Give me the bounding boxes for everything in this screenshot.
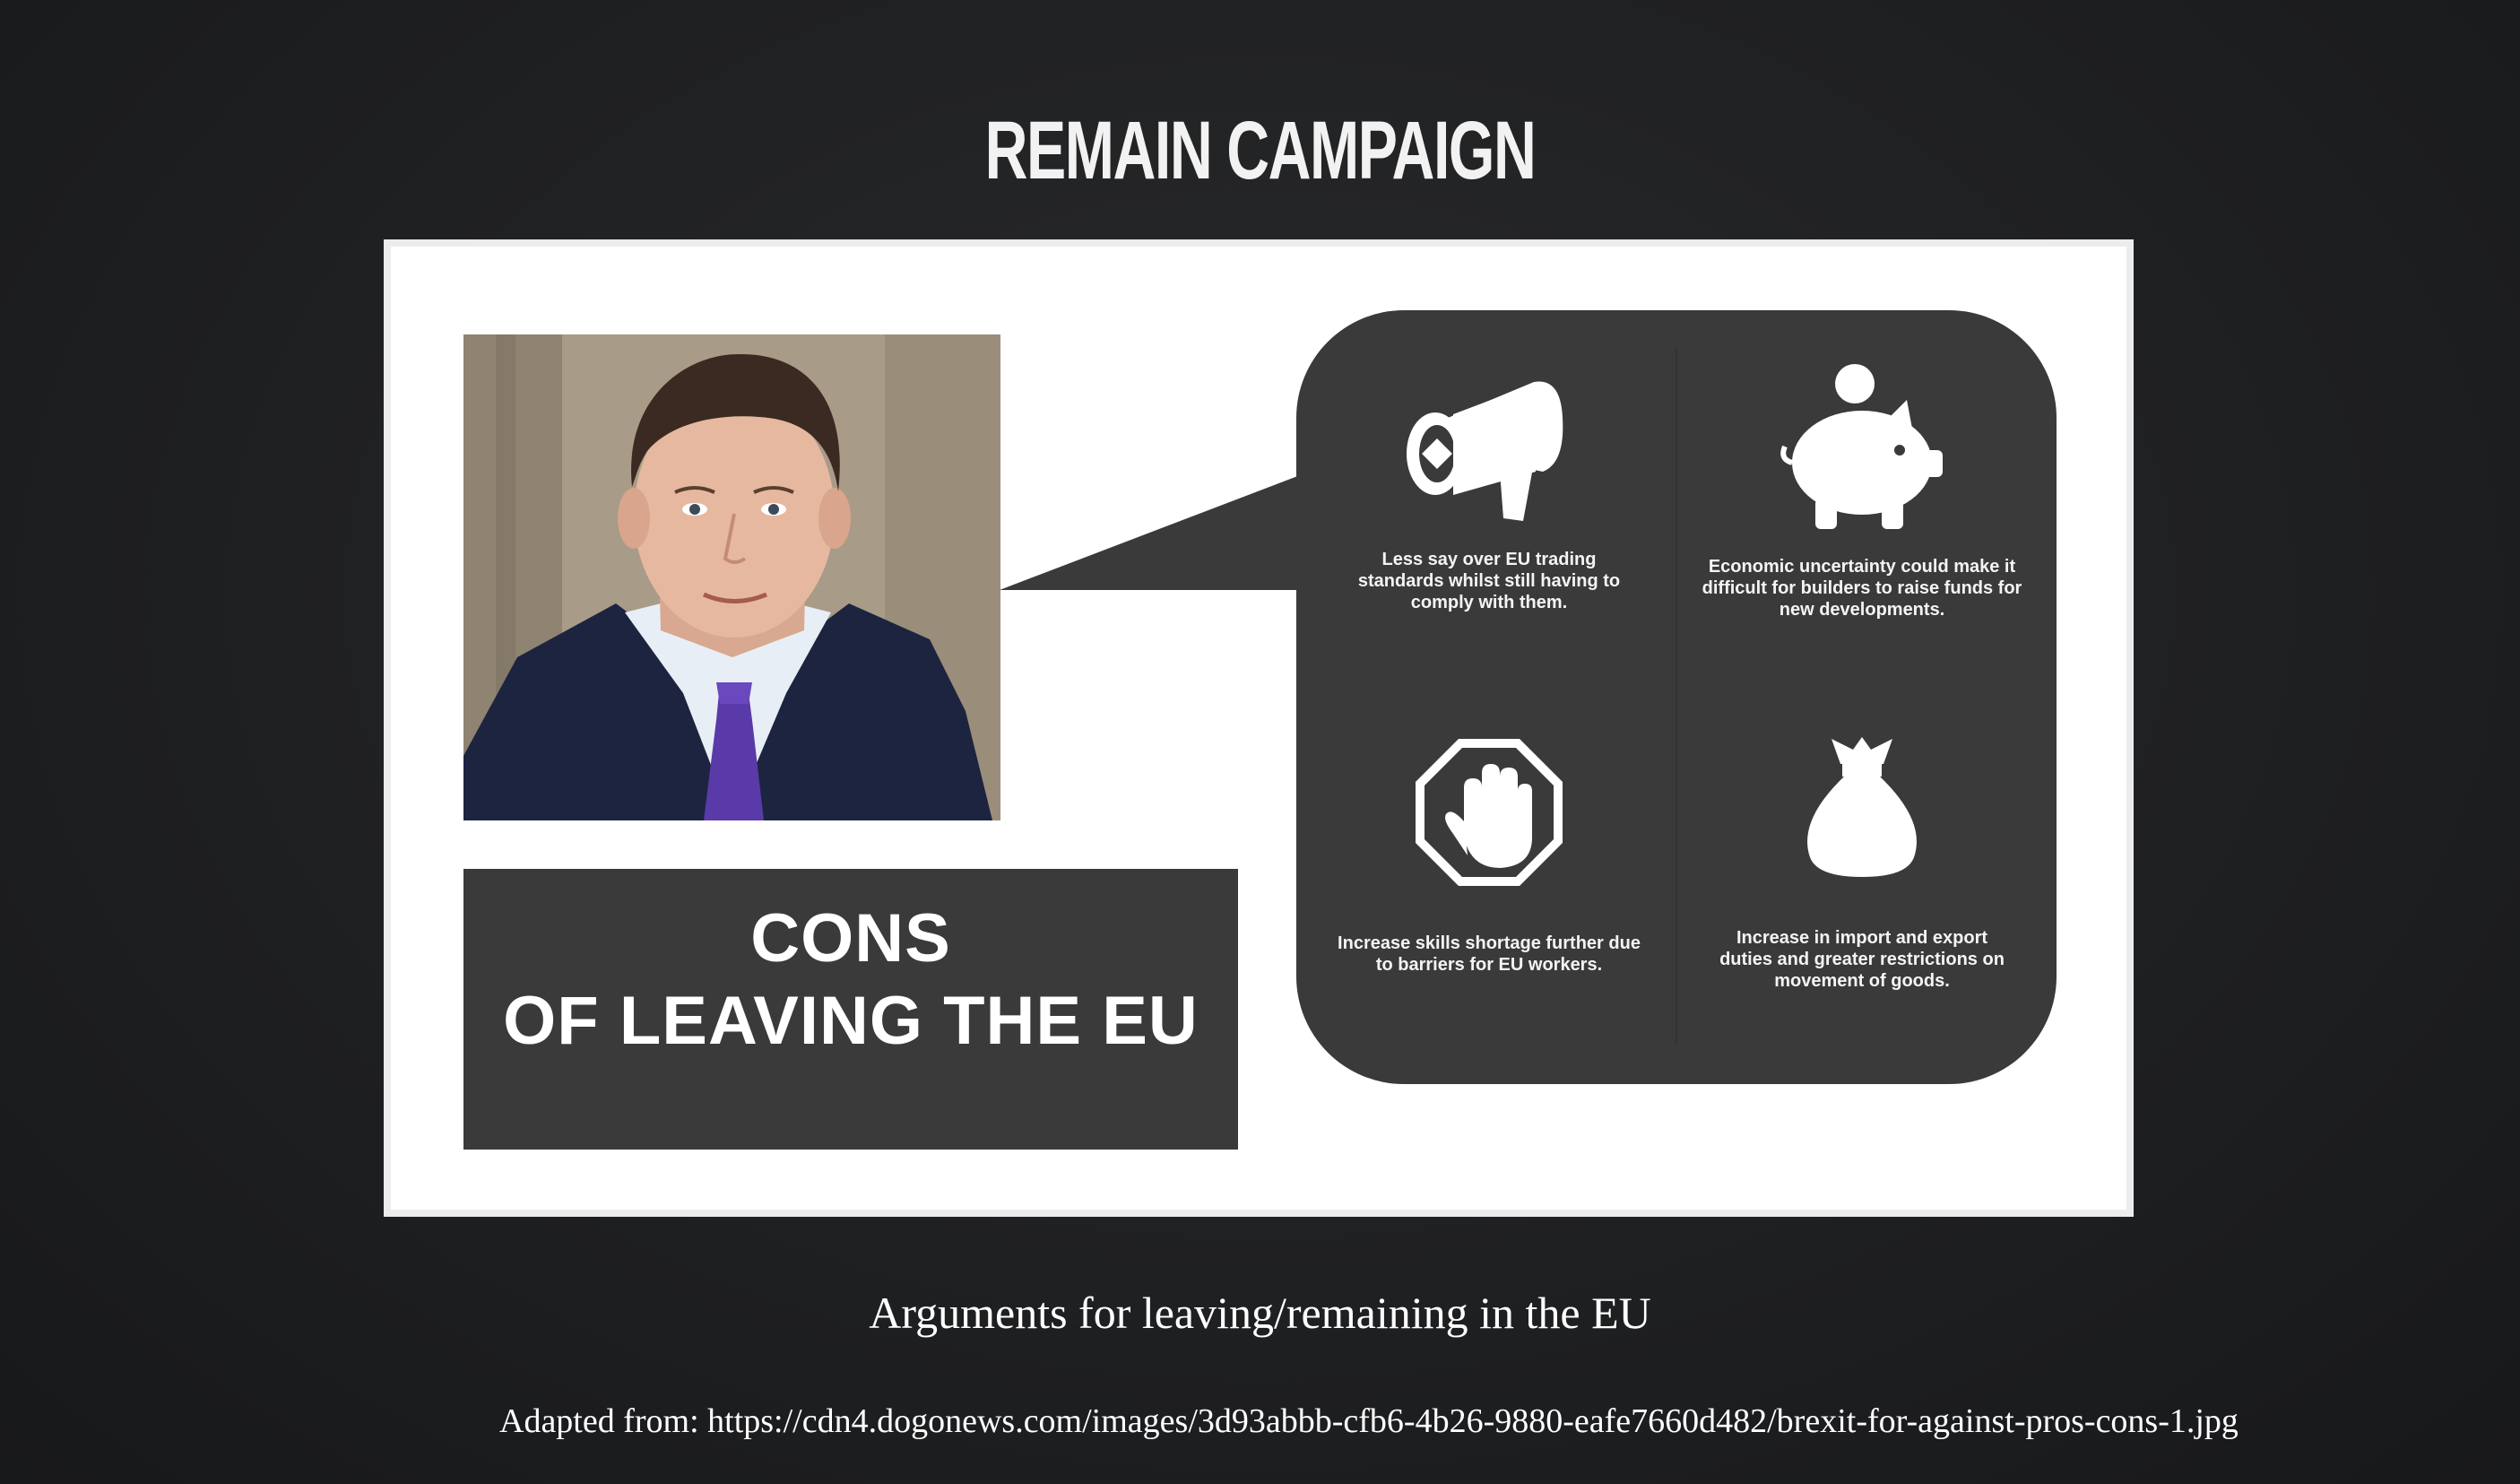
cons-heading-line2: OF LEAVING THE EU	[503, 983, 1199, 1059]
argument-text: Increase in import and export duties and…	[1719, 928, 2005, 991]
figure-caption: Arguments for leaving/remaining in the E…	[869, 1288, 1651, 1338]
piggy-bank-icon	[1780, 364, 1943, 529]
argument-item: Economic uncertainty could make it diffi…	[1687, 364, 2037, 621]
bubble-divider	[1676, 346, 1677, 1046]
politician-portrait	[463, 334, 1000, 820]
source-attribution: Adapted from: https://cdn4.dogonews.com/…	[499, 1402, 2239, 1440]
cons-heading-line1: CONS	[750, 900, 951, 976]
stop-hand-icon	[1416, 739, 1563, 886]
argument-text: Increase skills shortage further due to …	[1338, 933, 1641, 975]
speech-pointer	[1000, 475, 1300, 590]
megaphone-icon	[1407, 381, 1563, 521]
speech-bubble: Less say over EU trading standards whils…	[1296, 310, 2057, 1084]
money-bag-icon	[1807, 737, 1917, 877]
slide-title: REMAIN CAMPAIGN	[984, 105, 1537, 196]
argument-text: Less say over EU trading standards whils…	[1357, 550, 1621, 612]
cons-heading-box: CONS OF LEAVING THE EU	[463, 869, 1238, 1150]
argument-item: Increase in import and export duties and…	[1687, 732, 2037, 992]
argument-item: Less say over EU trading standards whils…	[1314, 364, 1664, 613]
argument-item: Increase skills shortage further due to …	[1314, 732, 1664, 976]
argument-text: Economic uncertainty could make it diffi…	[1702, 557, 2022, 620]
